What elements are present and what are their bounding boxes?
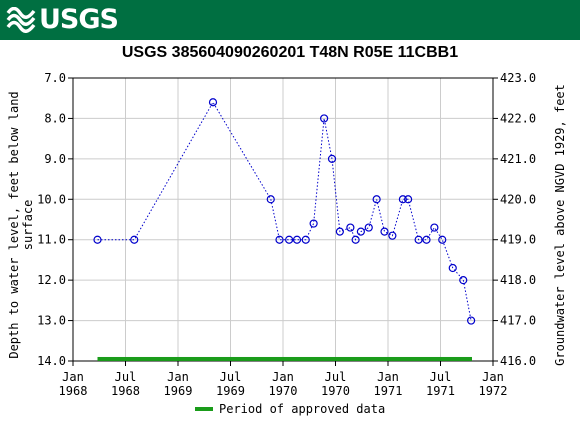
- x-tick-label-month: Jan: [377, 370, 399, 384]
- x-tick-label-month: Jul: [325, 370, 347, 384]
- data-point: [285, 235, 294, 244]
- x-tick-label-year: 1972: [479, 384, 508, 398]
- usgs-wave-icon: [6, 7, 36, 33]
- y-axis-left-label-line2: surface: [21, 200, 35, 251]
- y-axis-left-ticks: 7.0 8.0 9.0 10.0 11.0 12.0 13.0 14.0: [37, 71, 73, 368]
- approved-period-bar: [97, 356, 472, 361]
- data-point: [292, 235, 302, 244]
- y-right-tick-label: 420.0: [500, 192, 536, 206]
- y-left-tick-label: 11.0: [37, 233, 66, 247]
- data-point: [320, 114, 329, 123]
- data-point: [372, 195, 381, 204]
- usgs-header: USGS: [0, 0, 580, 40]
- data-point: [266, 195, 275, 204]
- x-tick-label-month: Jan: [62, 370, 84, 384]
- series-line-layer: [97, 101, 472, 321]
- x-tick-label-year: 1970: [321, 384, 350, 398]
- usgs-logo[interactable]: USGS: [6, 4, 119, 36]
- x-tick-label-month: Jul: [115, 370, 137, 384]
- y-right-tick-label: 419.0: [500, 233, 536, 247]
- x-tick-label-month: Jul: [220, 370, 242, 384]
- data-point: [356, 227, 365, 236]
- data-point: [422, 235, 431, 244]
- legend: Period of approved data: [195, 402, 385, 416]
- approved-period-layer: [97, 356, 472, 361]
- data-point: [275, 235, 284, 244]
- y-right-tick-label: 421.0: [500, 152, 536, 166]
- y-axis-left-label-line1: Depth to water level, feet below land: [7, 91, 21, 358]
- data-point: [448, 263, 457, 273]
- y-right-tick-label: 423.0: [500, 71, 536, 85]
- legend-swatch: [195, 407, 213, 411]
- y-left-tick-label: 14.0: [37, 354, 66, 368]
- data-point: [93, 235, 102, 244]
- data-point: [388, 231, 397, 240]
- x-tick-label-year: 1968: [111, 384, 140, 398]
- y-left-tick-label: 10.0: [37, 192, 66, 206]
- x-tick-label-month: Jan: [272, 370, 294, 384]
- data-point: [404, 195, 413, 204]
- data-point: [459, 276, 468, 285]
- data-point: [380, 227, 389, 236]
- y-right-tick-label: 416.0: [500, 354, 536, 368]
- y-left-tick-label: 12.0: [37, 273, 66, 287]
- x-tick-label-month: Jul: [430, 370, 452, 384]
- usgs-logo-text: USGS: [39, 4, 119, 35]
- x-tick-label-year: 1968: [59, 384, 88, 398]
- y-left-tick-label: 7.0: [44, 71, 66, 85]
- x-tick-label-month: Jan: [167, 370, 189, 384]
- data-point: [335, 227, 344, 236]
- data-point: [309, 219, 318, 228]
- grid-lines: [73, 78, 493, 361]
- series-line: [97, 101, 472, 321]
- y-right-tick-label: 418.0: [500, 273, 536, 287]
- data-point: [130, 235, 139, 244]
- x-tick-label-month: Jan: [482, 370, 504, 384]
- data-point: [438, 235, 447, 244]
- y-right-tick-label: 422.0: [500, 111, 536, 125]
- data-point: [327, 154, 337, 163]
- x-tick-label-year: 1971: [374, 384, 403, 398]
- chart-title: USGS 385604090260201 T48N R05E 11CBB1: [121, 44, 459, 61]
- data-point: [398, 195, 407, 204]
- data-points: [93, 98, 476, 325]
- x-tick-label-year: 1970: [269, 384, 298, 398]
- data-point: [346, 223, 355, 232]
- data-point: [430, 223, 439, 232]
- legend-label: Period of approved data: [219, 402, 385, 416]
- data-point: [301, 235, 310, 244]
- y-right-tick-label: 417.0: [500, 314, 536, 328]
- y-left-tick-label: 13.0: [37, 314, 66, 328]
- x-axis-ticks: Jan1968Jul1968Jan1969Jul1969Jan1970Jul19…: [59, 361, 508, 398]
- data-point: [364, 223, 373, 232]
- y-left-tick-label: 9.0: [44, 152, 66, 166]
- y-axis-right-ticks: 423.0 422.0 421.0 420.0 419.0 418.0 417.0 416.0: [493, 71, 536, 368]
- data-point: [467, 316, 476, 325]
- y-left-tick-label: 8.0: [44, 111, 66, 125]
- x-tick-label-year: 1969: [164, 384, 193, 398]
- data-point: [351, 235, 360, 244]
- y-axis-right-label: Groundwater level above NGVD 1929, feet: [553, 84, 567, 366]
- data-point: [208, 98, 218, 107]
- x-tick-label-year: 1971: [426, 384, 455, 398]
- x-tick-label-year: 1969: [216, 384, 245, 398]
- data-point: [414, 235, 423, 244]
